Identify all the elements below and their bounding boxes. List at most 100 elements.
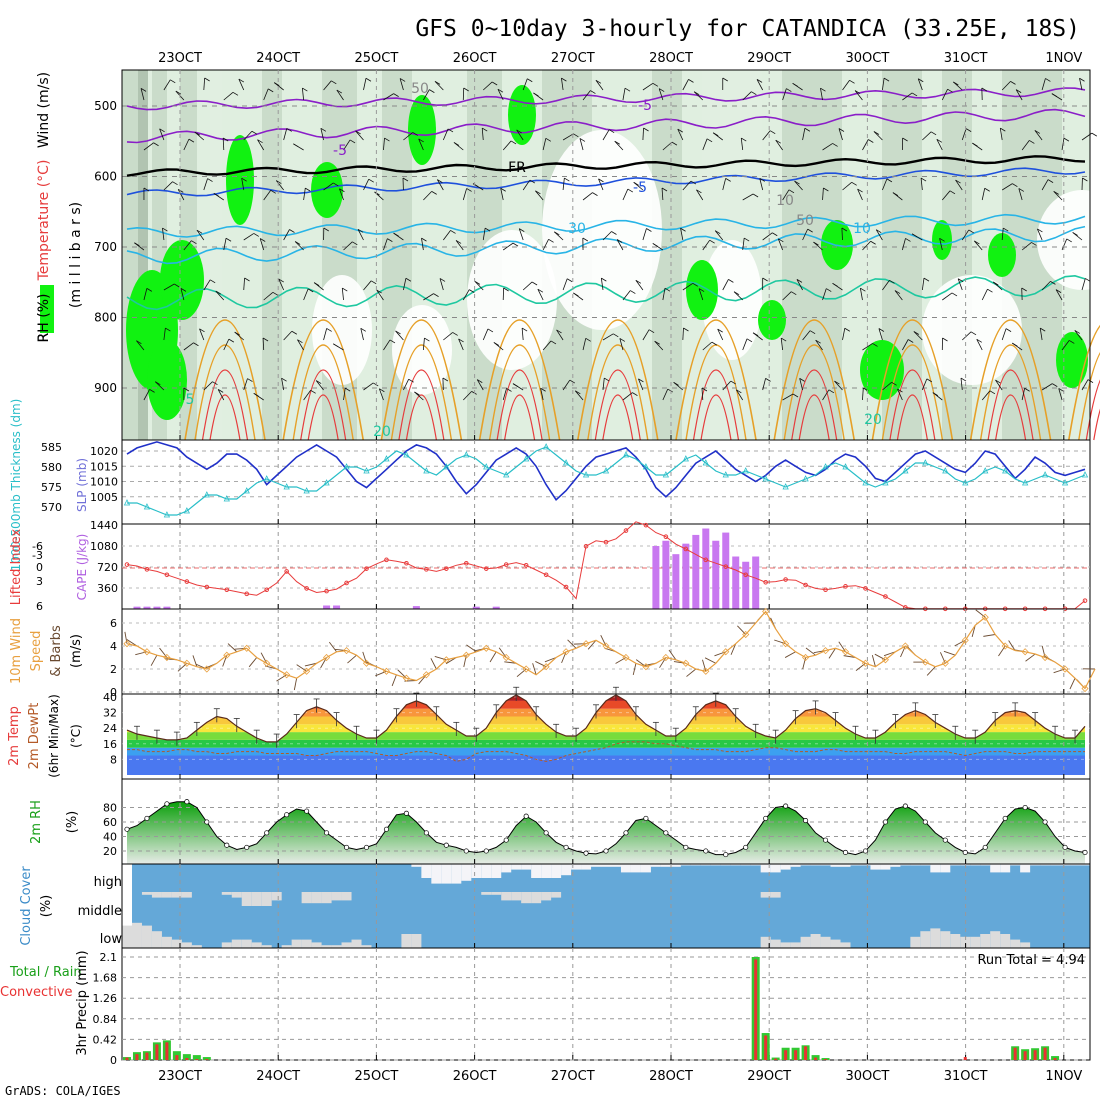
wind-barb-10m: [150, 654, 158, 666]
contour-label: 10: [853, 221, 871, 237]
wind-barb-flag: [289, 229, 295, 233]
wind-barb-flag: [949, 190, 956, 195]
surface-temp-contour: [1068, 324, 1100, 441]
wind-barb-flag: [357, 228, 364, 233]
surface-temp-contour: [987, 369, 1034, 441]
cloud-axis-label-2: (%): [39, 895, 54, 918]
wind-barb-flag: [136, 340, 142, 345]
wind-speed-point: [402, 674, 410, 682]
surface-temp-contour: [292, 344, 354, 441]
wind-barb: [183, 342, 194, 351]
wind-barb-flag: [561, 77, 567, 82]
wind-barb: [443, 230, 451, 241]
wind-barb: [902, 339, 909, 351]
rh-point: [902, 803, 908, 809]
wind-barb: [794, 180, 803, 191]
wind-barb-flag: [730, 380, 736, 385]
wind-barb: [878, 328, 883, 341]
cloud-high-cell: [630, 864, 641, 873]
wind-speed-point: [722, 648, 730, 656]
cloud-low-cell: [261, 945, 272, 948]
cloud-mid-cell: [760, 892, 771, 898]
top-date-axis: 23OCT 24OCT 25OCT 26OCT 27OCT 28OCT 29OCT 30OCT…: [158, 51, 1082, 66]
thickness-point: [922, 459, 929, 466]
wind-barb: [522, 179, 531, 191]
wind-barb-flag: [437, 179, 443, 183]
rh-point: [304, 808, 310, 814]
wind-barb-flag: [756, 79, 763, 83]
wind-barb-flag: [333, 343, 339, 348]
wind-barb: [875, 229, 883, 241]
wind-barb: [961, 128, 967, 141]
rh-point: [1002, 815, 1008, 821]
wind-barb: [913, 331, 923, 341]
wind-barb: [294, 241, 304, 251]
thickness-point: [722, 471, 729, 478]
contour-label: 20: [373, 424, 391, 440]
surface-temp-contour: [881, 344, 944, 441]
wind-barb: [882, 178, 888, 191]
wind-barb-10m: [375, 670, 387, 677]
precip-convective-bar: [824, 1059, 828, 1060]
cape-bar: [143, 606, 151, 609]
wind-barb-flag: [493, 342, 500, 346]
wind-barb-flag: [548, 238, 554, 243]
wind-barb: [622, 188, 629, 201]
cloud-low-cell: [291, 939, 302, 948]
cloud-low-cell: [800, 936, 811, 948]
wind-barb-flag: [619, 338, 626, 342]
wind-barb-flag: [711, 341, 718, 346]
cloud-high-cell: [780, 864, 791, 870]
moist-region: [147, 340, 187, 420]
wind-barb-flag: [809, 330, 816, 335]
cloud-high-cell: [940, 864, 951, 873]
wind-barb: [203, 78, 206, 91]
rh-point: [822, 837, 829, 843]
wind-barb-flag: [402, 177, 409, 182]
wind-barb-10m: [124, 631, 128, 644]
wind-barb: [474, 281, 484, 291]
cloud-low-cell: [990, 931, 1001, 948]
cloud-mid-cell: [151, 892, 162, 898]
surface-temp-contour: [307, 394, 339, 441]
wind-barb-10m: [227, 643, 238, 653]
temp-axis-label-3: (6hr Min/Max): [47, 694, 61, 778]
wind-barb-flag: [1021, 287, 1027, 292]
cloud-high-cell: [710, 864, 721, 866]
wind-barb-flag: [466, 188, 472, 192]
wind-barb-flag: [452, 332, 458, 336]
wind-barb-10m: [304, 662, 317, 667]
wind-barb: [336, 89, 344, 101]
wind-barb-flag: [533, 92, 539, 97]
wind-barb-flag: [905, 238, 911, 242]
wind-barb-flag: [995, 379, 1001, 384]
cloud-high-cell: [670, 864, 681, 867]
cloud-low-cell: [970, 936, 981, 948]
thickness-point: [702, 459, 709, 466]
top-date-label: 25OCT: [355, 51, 399, 66]
wind-barb: [363, 280, 372, 291]
wind-barb-flag: [453, 142, 460, 146]
wind-axis-label-2: Speed: [29, 631, 44, 672]
cloud-mid-cell: [491, 892, 502, 895]
wind-barb: [303, 390, 311, 401]
wind-barb-flag: [222, 137, 229, 142]
dry-region: [922, 275, 1022, 385]
cloud-high-cell: [890, 864, 901, 867]
rh-tick-label: 40: [103, 831, 117, 844]
wind-barb: [421, 238, 424, 251]
wind-barb: [742, 193, 754, 201]
slp-tick-label: 1020: [90, 445, 118, 458]
wind-barb-flag: [418, 138, 424, 143]
wind-barb: [323, 80, 332, 91]
cloud-high-cell: [1000, 864, 1011, 873]
surface-temp-contour: [969, 319, 1052, 441]
rh-axis-label-text: RH (%): [36, 294, 52, 343]
wind-barb: [822, 288, 827, 301]
wind-barb-flag: [234, 331, 240, 336]
cloud-mid-cell: [321, 892, 332, 904]
wind-barb-flag: [736, 389, 742, 394]
wind-barb: [422, 338, 425, 351]
wind-barb: [177, 189, 185, 201]
wind-barb-flag: [989, 390, 996, 395]
